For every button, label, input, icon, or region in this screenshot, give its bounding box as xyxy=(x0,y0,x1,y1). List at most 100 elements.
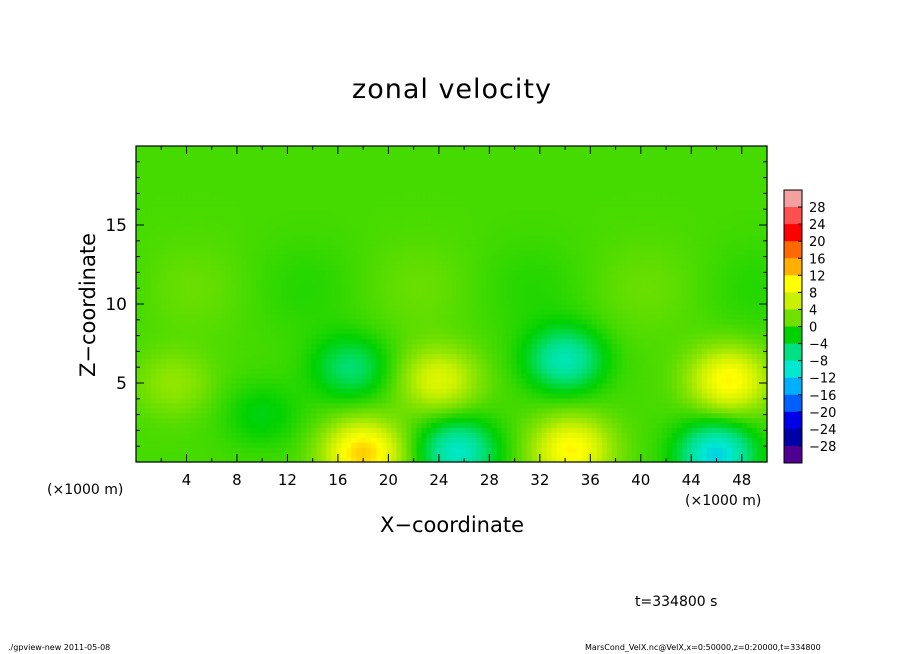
heatmap-cell xyxy=(191,397,197,404)
heatmap-cell xyxy=(436,289,443,295)
heatmap-cell xyxy=(696,432,703,438)
heatmap-cell xyxy=(561,289,568,295)
heatmap-cell xyxy=(431,383,438,389)
heatmap-cell xyxy=(726,387,733,394)
heatmap-cell xyxy=(141,412,147,419)
heatmap-cell xyxy=(381,452,387,458)
heatmap-cell xyxy=(261,417,267,424)
heatmap-cell xyxy=(366,402,372,409)
heatmap-cell xyxy=(451,348,458,354)
heatmap-cell xyxy=(706,274,713,280)
heatmap-cell xyxy=(716,387,723,394)
heatmap-cell xyxy=(676,422,683,429)
heatmap-cell xyxy=(731,363,738,369)
heatmap-cell xyxy=(356,378,362,384)
heatmap-cell xyxy=(746,378,753,384)
heatmap-cell xyxy=(596,368,603,374)
heatmap-cell xyxy=(541,442,548,448)
heatmap-cell xyxy=(256,313,262,320)
heatmap-cell xyxy=(216,397,222,404)
heatmap-cell xyxy=(496,313,503,320)
heatmap-cell xyxy=(736,363,743,369)
heatmap-cell xyxy=(451,383,458,389)
heatmap-cell xyxy=(676,294,683,300)
heatmap-cell xyxy=(661,358,668,364)
heatmap-cell xyxy=(256,373,262,379)
heatmap-cell xyxy=(386,313,393,320)
heatmap-cell xyxy=(631,387,638,394)
heatmap-cell xyxy=(206,333,212,340)
heatmap-cell xyxy=(726,348,733,354)
heatmap-cell xyxy=(581,427,588,433)
heatmap-cell xyxy=(471,358,478,364)
heatmap-cell xyxy=(761,338,768,345)
heatmap-cell xyxy=(586,432,593,438)
heatmap-cell xyxy=(506,289,513,295)
heatmap-cell xyxy=(606,284,613,290)
heatmap-cell xyxy=(741,407,748,414)
heatmap-cell xyxy=(641,353,648,359)
heatmap-cell xyxy=(756,452,763,458)
heatmap-cell xyxy=(656,447,663,453)
heatmap-cell xyxy=(696,387,703,394)
heatmap-cell xyxy=(726,452,733,458)
heatmap-cell xyxy=(726,274,733,280)
heatmap-cell xyxy=(531,368,538,374)
heatmap-cell xyxy=(611,333,618,340)
heatmap-cell xyxy=(561,348,568,354)
heatmap-cell xyxy=(611,368,618,374)
heatmap-cell xyxy=(566,383,573,389)
heatmap-cell xyxy=(636,294,643,300)
heatmap-cell xyxy=(731,348,738,354)
heatmap-cell xyxy=(261,299,267,305)
heatmap-cell xyxy=(311,422,317,429)
heatmap-cell xyxy=(456,294,463,300)
heatmap-cell xyxy=(326,392,332,399)
heatmap-cell xyxy=(196,447,202,453)
heatmap-cell xyxy=(351,304,357,310)
heatmap-cell xyxy=(376,338,382,345)
heatmap-cell xyxy=(376,323,382,330)
heatmap-cell xyxy=(706,402,713,409)
heatmap-cell xyxy=(401,284,408,290)
heatmap-cell xyxy=(536,284,543,290)
heatmap-cell xyxy=(681,338,688,345)
heatmap-cell xyxy=(531,299,538,305)
heatmap-cell xyxy=(411,318,418,325)
heatmap-cell xyxy=(271,437,277,443)
heatmap-cell xyxy=(371,338,377,345)
heatmap-cell xyxy=(481,363,488,369)
heatmap-cell xyxy=(556,432,563,438)
heatmap-cell xyxy=(686,328,693,335)
heatmap-cell xyxy=(276,402,282,409)
heatmap-cell xyxy=(466,422,473,429)
heatmap-cell xyxy=(171,308,177,315)
heatmap-cell xyxy=(266,264,272,271)
heatmap-cell xyxy=(351,289,357,295)
heatmap-cell xyxy=(306,274,312,280)
heatmap-cell xyxy=(416,402,423,409)
heatmap-cell xyxy=(701,289,708,295)
heatmap-cell xyxy=(541,402,548,409)
heatmap-cell xyxy=(391,313,398,320)
heatmap-cell xyxy=(221,264,227,271)
heatmap-cell xyxy=(681,378,688,384)
heatmap-cell xyxy=(356,368,362,374)
heatmap-cell xyxy=(596,279,603,285)
heatmap-cell xyxy=(511,447,518,453)
heatmap-cell xyxy=(336,353,342,359)
heatmap-cell xyxy=(381,457,387,463)
heatmap-cell xyxy=(216,447,222,453)
heatmap-cell xyxy=(251,328,257,335)
heatmap-cell xyxy=(291,304,297,310)
heatmap-cell xyxy=(276,333,282,340)
heatmap-cell xyxy=(191,333,197,340)
heatmap-cell xyxy=(726,338,733,345)
heatmap-cell xyxy=(266,373,272,379)
heatmap-cell xyxy=(161,363,167,369)
heatmap-cell xyxy=(721,348,728,354)
heatmap-cell xyxy=(471,333,478,340)
heatmap-cell xyxy=(516,363,523,369)
heatmap-cell xyxy=(756,323,763,330)
heatmap-cell xyxy=(181,333,187,340)
